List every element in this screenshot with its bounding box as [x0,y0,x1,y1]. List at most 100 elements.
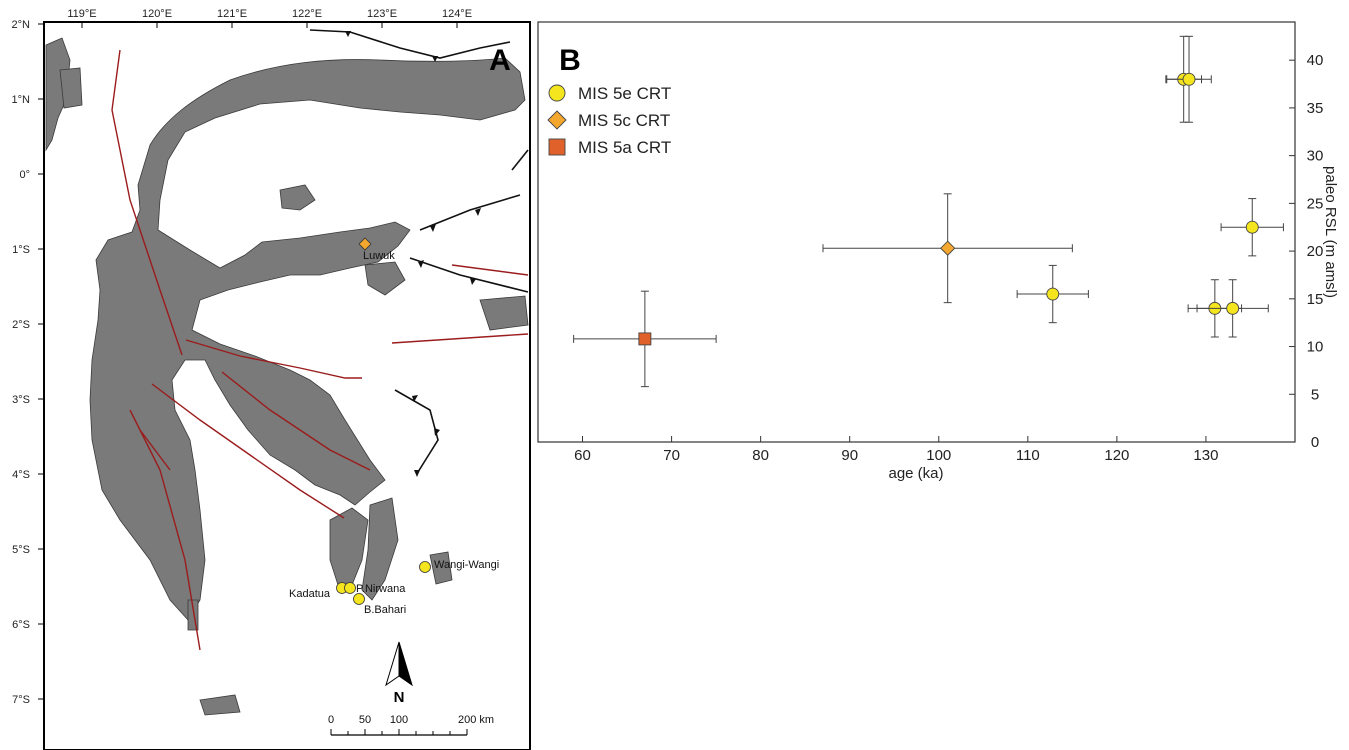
x-tick-label: 90 [841,447,858,464]
chart-panel-label: B [559,44,581,77]
palu-koro-fault [111,49,183,356]
west-islet [59,67,83,109]
plot-area [537,21,1296,443]
x-tick-label: 100 [926,447,951,464]
data-points [573,35,1284,388]
site-label-bahari: B.Bahari [364,604,406,616]
thrust-tooth [475,208,481,216]
site-markers: Luwuk Wangi-Wangi Kadatua P.Nirwana B.Ba… [289,237,499,616]
y-tick-label: 15 [1307,291,1324,308]
lat-tick-label: 6°S [12,619,30,631]
scale-label: 200 km [458,714,494,726]
lon-tick-label: 121°E [217,8,247,20]
data-point-circle [1182,72,1196,86]
lat-tick-label: 1°S [12,244,30,256]
walanae-fault [129,409,201,651]
north-label: N [394,689,405,706]
sula-island [479,295,529,331]
lon-tick-label: 119°E [67,8,96,20]
data-point-circle [1245,220,1259,234]
lat-tick-label: 1°N [12,94,31,106]
banggai-island [364,261,406,296]
x-tick-label: 110 [1016,447,1040,464]
lat-tick-label: 4°S [12,469,30,481]
legend-marker-square [548,138,566,156]
tolo-thrust [394,389,439,473]
site-label-wangi-wangi: Wangi-Wangi [434,559,499,571]
lat-tick-label: 7°S [12,694,30,706]
luwuk-marker [358,237,372,251]
lat-tick-label: 0° [19,169,30,181]
legend-marker-circle [548,84,566,102]
matano-fault [185,339,362,379]
legend-marker-diamond [547,110,567,130]
y-axis-label: paleo RSL (m amsl) [1322,166,1339,298]
thrust-tooth [430,224,436,232]
y-tick-label: 40 [1307,52,1324,69]
x-axis-label: age (ka) [888,465,943,482]
data-point-square [638,332,652,346]
thrust-tooth [470,278,476,285]
thrust-tooth [412,395,418,402]
scale-label: 100 [390,714,408,726]
lon-tick-label: 123°E [367,8,397,20]
lat-tick-label: 3°S [12,394,30,406]
scale-label: 0 [328,714,334,726]
subduction-zones [309,29,529,473]
thrust-tooth [432,56,438,62]
bahari-marker [353,593,365,605]
site-label-luwuk: Luwuk [363,250,395,262]
ne-thrust [511,149,529,171]
lon-tick-label: 124°E [442,8,472,20]
site-label-kadatua: Kadatua [289,588,331,600]
nirwana-marker [344,582,356,594]
buton-island [361,497,399,601]
legend-label: MIS 5a CRT [578,138,671,157]
north-sulawesi-trench [309,29,511,59]
wangi-wangi-marker [419,561,431,573]
batui-thrust [419,194,521,231]
x-tick-label: 70 [663,447,680,464]
muna-island [329,507,369,591]
x-tick-label: 80 [752,447,769,464]
east-fault [451,264,529,276]
thrust-tooth [418,260,424,268]
lat-tick-label: 2°N [12,19,31,31]
thrust-tooth [414,470,420,477]
lon-tick-label: 120°E [142,8,172,20]
data-point-circle [1046,287,1060,301]
x-tick-label: 130 [1193,447,1218,464]
east-thrust [409,257,529,293]
lat-tick-label: 2°S [12,319,30,331]
y-tick-label: 35 [1307,100,1324,117]
borneo-coast [45,37,71,152]
x-tick-label: 120 [1104,447,1129,464]
sorong-fault [391,333,529,344]
thrust-tooth [434,428,440,436]
thrust-teeth [345,31,481,477]
y-tick-label: 10 [1307,339,1324,356]
scale-bar: 0 50 100 200 km [328,714,494,736]
y-tick-label: 0 [1311,434,1319,451]
scale-label: 50 [359,714,371,726]
lat-tick-label: 5°S [12,544,30,556]
fault-lines [111,49,529,651]
data-point-circle [1226,301,1240,315]
y-axis: 0 5 10 15 20 25 30 35 40 [1289,52,1323,451]
legend-label: MIS 5c CRT [578,111,670,130]
north-arrow: N [385,641,413,706]
thrust-tooth [345,31,351,37]
kolaka-fault [221,371,371,471]
site-label-nirwana: P.Nirwana [356,583,406,595]
rsl-chart: B 60 70 80 90 100 110 120 130 0510152025303540 … [537,21,1339,482]
data-point-diamond [940,240,956,256]
x-axis: 60 70 80 90 100 110 120 130 [574,436,1218,464]
legend-label: MIS 5e CRT [578,84,671,103]
togian-islands [279,184,316,211]
lawanopo-fault [151,383,345,519]
lon-axis: 119°E 120°E 121°E 122°E 123°E 124°E [67,8,472,28]
legend: MIS 5e CRT MIS 5c CRT MIS 5a CRT [547,84,671,157]
map-panel-label: A [489,44,511,77]
north-arrow-right [398,641,413,687]
